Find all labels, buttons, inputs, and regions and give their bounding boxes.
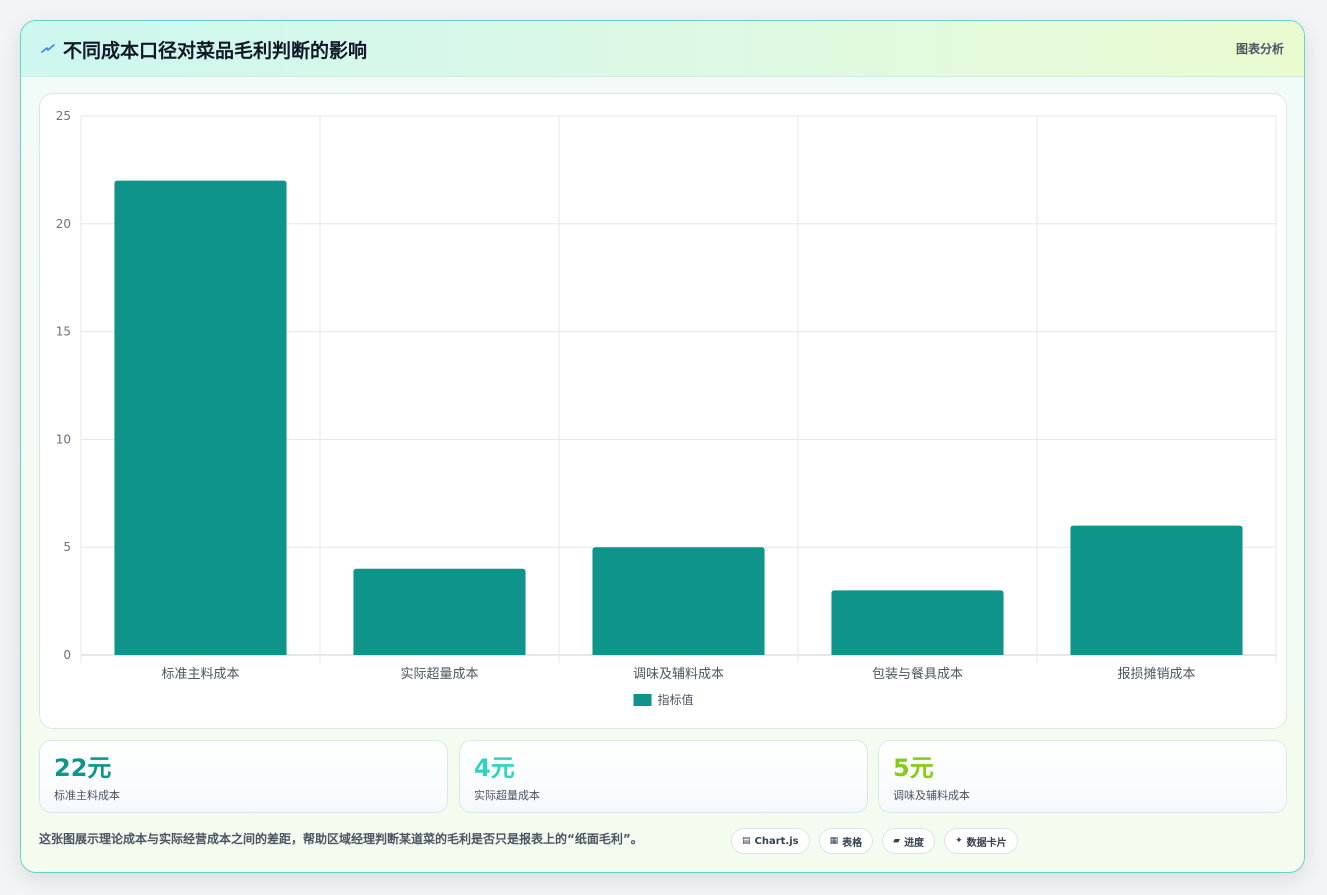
legend-swatch [633,694,652,706]
chart-analysis-tag: 图表分析 [1235,42,1284,56]
chip-progress[interactable]: ▰ 进度 [882,828,936,854]
tag-chips: ▤ Chart.js ▦ 表格 ▰ 进度 ✦ 数据卡片 [731,828,1018,856]
chip-label: 数据卡片 [966,837,1007,849]
kpi-label: 调味及辅料成本 [893,789,970,802]
legend-label: 指标值 [658,692,694,707]
y-tick-label: 15 [56,325,71,339]
kpi-value: 4元 [474,754,515,782]
kpi-value: 5元 [893,754,934,782]
chip-data-card[interactable]: ✦ 数据卡片 [944,828,1018,854]
bar [114,180,287,655]
x-tick-label: 标准主料成本 [161,667,239,682]
table-icon: ▦ [829,836,839,846]
kpi-label: 实际超量成本 [474,789,540,802]
card-header: 不同成本口径对菜品毛利判断的影响 图表分析 [21,21,1304,77]
lightning-icon [41,44,55,53]
chip-label: 进度 [904,837,925,849]
chart-card: 不同成本口径对菜品毛利判断的影响 图表分析 0 5 10 15 20 25 标准主料成本 实际… [20,20,1305,873]
y-tick-label: 0 [63,648,71,662]
bar [592,547,765,655]
kpi-value: 22元 [54,754,112,782]
chip-chartjs[interactable]: ▤ Chart.js [731,828,810,854]
chart-panel: 0 5 10 15 20 25 标准主料成本 实际超量成本 调味及辅料成本 包装与餐具成本 报损摊销… [39,93,1287,729]
bar [1070,525,1243,655]
kpi-card-seasoning-cost: 5元 调味及辅料成本 [878,740,1287,813]
kpi-label: 标准主料成本 [54,789,120,802]
y-tick-label: 10 [56,432,71,446]
chip-table[interactable]: ▦ 表格 [818,828,874,854]
kpi-card-overuse-cost: 4元 实际超量成本 [459,740,868,813]
bar [353,568,526,655]
x-tick-label: 实际超量成本 [400,667,478,682]
bar-chart: 0 5 10 15 20 25 标准主料成本 实际超量成本 调味及辅料成本 包装与餐具成本 报损摊销… [56,109,1277,707]
x-tick-label: 报损摊销成本 [1117,667,1195,682]
page-title: 不同成本口径对菜品毛利判断的影响 [63,40,368,62]
y-tick-label: 25 [56,109,71,123]
chart-icon: ▤ [742,836,751,846]
bar [831,590,1004,655]
chip-label: 表格 [842,837,863,849]
x-tick-label: 包装与餐具成本 [872,666,963,682]
y-tick-label: 20 [56,217,71,231]
footer-note: 这张图展示理论成本与实际经营成本之间的差距，帮助区域经理判断某道菜的毛利是否只是… [39,832,643,846]
x-tick-label: 调味及辅料成本 [633,667,724,682]
y-tick-label: 5 [63,540,71,554]
kpi-card-main-cost: 22元 标准主料成本 [39,740,448,813]
progress-icon: ▰ [893,836,901,846]
chip-label: Chart.js [754,835,799,847]
sparkle-icon: ✦ [955,836,963,846]
